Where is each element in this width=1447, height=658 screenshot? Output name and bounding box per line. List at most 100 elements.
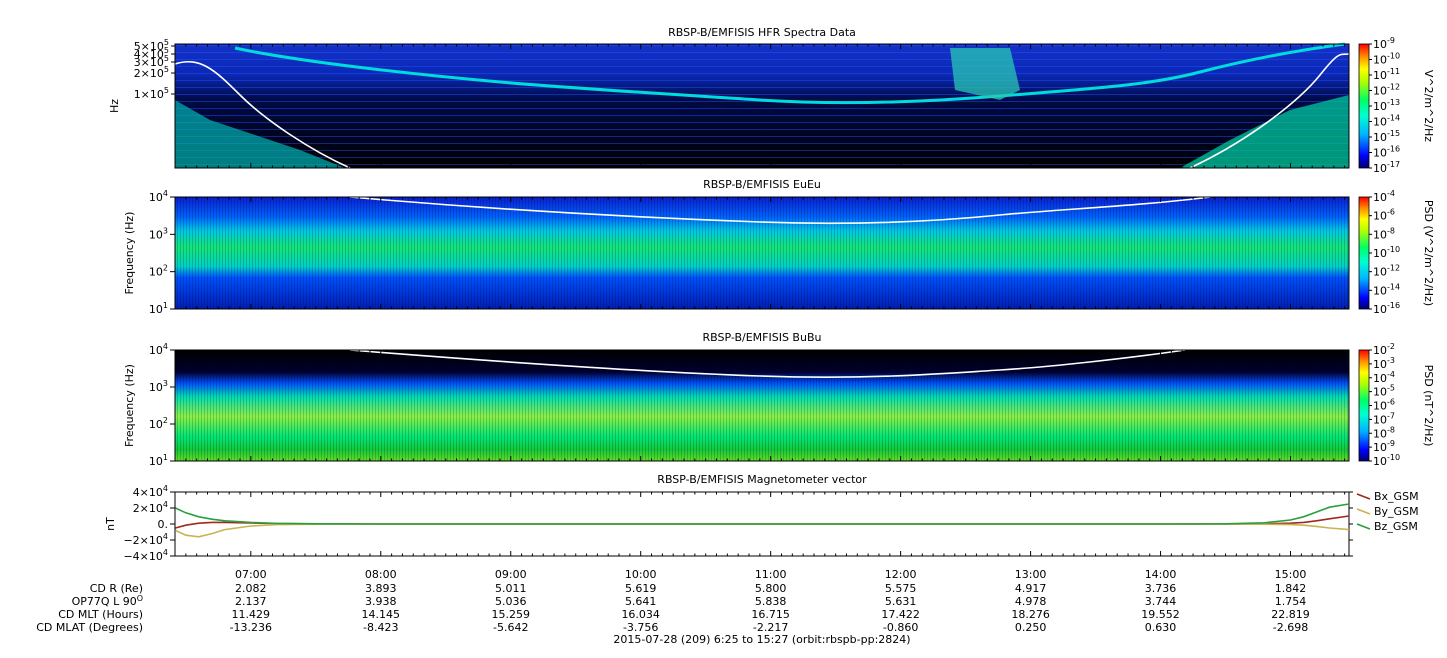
- legend-swatch-Bx_GSM: [1356, 493, 1371, 500]
- colorbar-tick-label: 10-4: [1373, 370, 1395, 385]
- x-tick-label: 12:00: [885, 568, 917, 581]
- legend-swatch-Bz_GSM: [1356, 523, 1371, 530]
- bubu-ylabel: Frequency (Hz): [123, 364, 136, 447]
- eueu-y-tick-label: 103: [149, 226, 168, 241]
- x-tick-label: 07:00: [235, 568, 267, 581]
- eueu-y-tick-label: 104: [149, 189, 168, 204]
- colorbar-tick-label: 10-16: [1373, 301, 1400, 316]
- hfr-y-tick-label: 3×105: [134, 54, 169, 69]
- ephem-value: 1.842: [1275, 582, 1307, 595]
- hfr-overlay-right: [1189, 53, 1350, 169]
- bubu-y-tick-label: 102: [149, 416, 168, 431]
- ephem-value: 0.250: [1015, 621, 1047, 634]
- mag-y-tick-label: −2×104: [123, 532, 168, 547]
- x-tick-label: 11:00: [755, 568, 787, 581]
- colorbar-tick-label: 10-17: [1373, 160, 1400, 175]
- ephem-value: 2.137: [235, 595, 267, 608]
- ephem-value: 22.819: [1271, 608, 1310, 621]
- bubu-y-tick-label: 104: [149, 342, 168, 357]
- hfr-channel-lines: [175, 44, 1349, 168]
- ephem-value: 16.715: [751, 608, 790, 621]
- ephem-value: 3.893: [365, 582, 397, 595]
- colorbar-tick-label: 10-13: [1373, 98, 1400, 113]
- ephem-value: 17.422: [881, 608, 920, 621]
- colorbar-tick-label: 10-9: [1373, 439, 1395, 454]
- ephem-row-label: OP77Q L 90O: [72, 594, 143, 608]
- hfr-left-enhancement: [175, 100, 345, 168]
- panel-bubu: 104 103 102 101 Frequency (Hz) RBSP-B/EMFISIS…: [123, 331, 1435, 468]
- ephem-value: 5.036: [495, 595, 527, 608]
- ephem-value: 11.429: [232, 608, 271, 621]
- eueu-frame: [174, 196, 1350, 310]
- colorbar-tick-label: 10-8: [1373, 425, 1395, 440]
- eueu-y-tick-label: 101: [149, 301, 168, 316]
- hfr-title: RBSP-B/EMFISIS HFR Spectra Data: [668, 26, 856, 39]
- ephem-value: 16.034: [621, 608, 660, 621]
- ephem-value: -8.423: [363, 621, 398, 634]
- ephem-value: 0.630: [1145, 621, 1177, 634]
- ephem-value: 5.575: [885, 582, 917, 595]
- colorbar-tick-label: 10-6: [1373, 208, 1395, 223]
- ephem-value: 3.744: [1145, 595, 1177, 608]
- colorbar-2: [1358, 196, 1370, 310]
- colorbar-tick-label: 10-15: [1373, 129, 1400, 144]
- colorbar-tick-label: 10-11: [1373, 67, 1400, 82]
- ephem-row-label: CD R (Re): [90, 582, 143, 595]
- colorbar-tick-label: 10-12: [1373, 264, 1400, 279]
- x-tick-label: 10:00: [625, 568, 657, 581]
- ephem-value: 5.838: [755, 595, 787, 608]
- colorbar-tick-label: 10-10: [1373, 245, 1400, 260]
- mag-y-tick-label: −4×104: [123, 548, 168, 563]
- ephem-value: -3.756: [623, 621, 658, 634]
- bubu-streaks: [175, 350, 1349, 461]
- x-tick-label: 08:00: [365, 568, 397, 581]
- colorbar-tick-label: 10-8: [1373, 226, 1395, 241]
- ephem-value: 2.082: [235, 582, 267, 595]
- ephem-value: 15.259: [491, 608, 530, 621]
- ephem-value: 5.011: [495, 582, 527, 595]
- ephem-value: 5.800: [755, 582, 787, 595]
- eueu-y-tick-label: 102: [149, 264, 168, 279]
- hfr-y-tick-label: 2×105: [134, 65, 169, 80]
- footer-title: 2015-07-28 (209) 6:25 to 15:27 (orbit:rb…: [613, 633, 910, 646]
- ephem-value: 5.631: [885, 595, 917, 608]
- ephem-value: 3.938: [365, 595, 397, 608]
- legend-label-Bx_GSM: Bx_GSM: [1374, 490, 1419, 503]
- ephem-value: 1.754: [1275, 595, 1307, 608]
- colorbar-tick-label: 10-4: [1373, 189, 1395, 204]
- eueu-streaks: [175, 197, 1349, 309]
- ephem-value: -2.217: [753, 621, 788, 634]
- hfr-y-tick-label: 4×105: [134, 46, 169, 61]
- colorbar-tick-label: 10-5: [1373, 384, 1395, 399]
- bubu-y-tick-label: 101: [149, 453, 168, 468]
- mag-title: RBSP-B/EMFISIS Magnetometer vector: [657, 473, 867, 486]
- x-tick-label: 13:00: [1015, 568, 1047, 581]
- colorbar-tick-label: 10-2: [1373, 342, 1395, 357]
- hfr-emission-band: [234, 42, 1346, 105]
- hfr-y-tick-label: 1×105: [134, 86, 169, 101]
- legend-swatch-By_GSM: [1356, 508, 1371, 515]
- colorbar-tick-label: 10-12: [1373, 83, 1400, 98]
- bubu-y-tick-label: 103: [149, 379, 168, 394]
- mag-y-tick-label: 4×104: [133, 484, 168, 499]
- colorbar-1: [1358, 43, 1370, 169]
- hfr-noise-patch: [950, 48, 1020, 100]
- ephem-row-label: CD MLAT (Degrees): [36, 621, 143, 634]
- colorbar-tick-label: 10-10: [1373, 52, 1400, 67]
- ephem-value: -2.698: [1273, 621, 1308, 634]
- mag-y-tick-label: 0.: [158, 518, 169, 531]
- eueu-title: RBSP-B/EMFISIS EuEu: [703, 178, 821, 191]
- ephem-value: 19.552: [1141, 608, 1180, 621]
- colorbar-tick-label: 10-16: [1373, 145, 1400, 160]
- mag-y-tick-label: 2×104: [133, 500, 168, 515]
- colorbar-tick-label: 10-3: [1373, 356, 1395, 371]
- ephem-value: 14.145: [362, 608, 401, 621]
- hfr-frame: [174, 43, 1350, 169]
- series-Bz_GSM: [175, 503, 1350, 525]
- hfr-y-tick-label: 5×105: [134, 38, 169, 53]
- colorbar-label: PSD (V^2/m^2/Hz): [1422, 200, 1435, 306]
- ephem-value: -13.236: [230, 621, 272, 634]
- colorbar-label: V^2/m^2/Hz: [1422, 70, 1435, 142]
